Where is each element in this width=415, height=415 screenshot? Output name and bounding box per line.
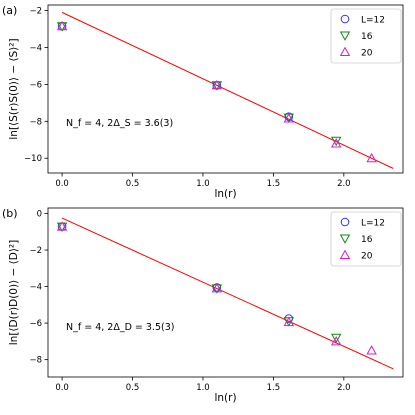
- legend-label: L=12: [361, 15, 385, 25]
- plot-frame: [47, 4, 404, 174]
- data-point: [366, 345, 377, 355]
- x-tick-label: 2.0: [337, 383, 351, 393]
- y-tick-label: −8: [29, 356, 42, 366]
- data-point: [211, 282, 223, 293]
- data-point: [56, 20, 68, 31]
- legend-marker: [340, 14, 350, 24]
- x-tick-label: 0.0: [55, 179, 69, 189]
- legend-label: 16: [361, 235, 373, 245]
- legend-marker: [339, 31, 351, 41]
- legend-label: L=12: [361, 218, 385, 228]
- y-axis-label: ln[⟨D(r)D(0)⟩ − ⟨D⟩²]: [8, 240, 20, 345]
- x-tick-label: 1.0: [196, 179, 210, 189]
- x-tick-label: 0.5: [126, 383, 140, 393]
- y-tick-label: 0: [37, 209, 42, 219]
- data-point: [283, 113, 295, 123]
- fit-line: [61, 217, 394, 370]
- chart-panel-b: 0.0 0.5 1.0 1.5 2.0 0 −2 −4 −6 −8 ln(r) ln[⟨D(r)D(0…: [2, 207, 404, 404]
- y-tick-label: −4: [29, 283, 42, 293]
- plot-frame: [47, 207, 404, 378]
- series-20: [56, 20, 377, 163]
- data-point: [283, 316, 295, 327]
- y-tick-label: −10: [24, 154, 42, 164]
- data-point: [330, 138, 342, 148]
- y-tick-label: −8: [29, 117, 42, 127]
- data-point: [330, 136, 342, 147]
- y-tick-label: −2: [29, 7, 42, 17]
- legend-marker: [339, 234, 351, 244]
- series-l12: [57, 21, 294, 121]
- x-tick-label: 1.5: [267, 383, 281, 393]
- data-point: [366, 152, 377, 163]
- panel-label: (a): [2, 4, 17, 17]
- legend-label: 20: [361, 48, 373, 58]
- data-point: [211, 79, 223, 90]
- legend-box: [330, 8, 402, 64]
- x-tick-label: 1.0: [196, 383, 210, 393]
- chart-panel-a: 0.0 0.5 1.0 1.5 2.0 −2 −4 −6 −8 −10 ln(r) ln[⟨S(r)S…: [2, 4, 404, 200]
- data-point: [330, 333, 342, 344]
- fit-annotation: N_f = 4, 2Δ_S = 3.6(3): [66, 118, 173, 129]
- legend: L=12 16 20: [330, 211, 402, 267]
- y-tick-label: −2: [29, 246, 42, 256]
- legend-label: 20: [361, 251, 373, 261]
- y-tick-label: −6: [29, 319, 42, 329]
- y-tick-label: −4: [29, 43, 42, 53]
- x-tick-label: 1.5: [267, 179, 281, 189]
- x-tick-label: 2.0: [337, 179, 351, 189]
- data-point: [284, 112, 294, 121]
- series-20: [56, 221, 377, 355]
- legend: L=12 16 20: [330, 8, 402, 64]
- y-axis-label: ln[⟨S(r)S(0)⟩ − ⟨S⟩²]: [8, 38, 20, 139]
- legend-label: 16: [361, 32, 373, 42]
- fit-annotation: N_f = 4, 2Δ_D = 3.5(3): [66, 322, 174, 333]
- x-axis-label: ln(r): [214, 392, 236, 404]
- data-point: [330, 335, 342, 346]
- panel-label: (b): [2, 207, 18, 220]
- y-tick-label: −6: [29, 80, 42, 90]
- legend-marker: [340, 217, 350, 227]
- x-tick-label: 0.0: [55, 383, 69, 393]
- legend-box: [330, 211, 402, 267]
- x-tick-label: 0.5: [126, 179, 140, 189]
- legend-marker: [339, 46, 351, 56]
- data-point: [56, 221, 68, 231]
- legend-marker: [339, 249, 351, 259]
- x-axis-label: ln(r): [214, 188, 236, 200]
